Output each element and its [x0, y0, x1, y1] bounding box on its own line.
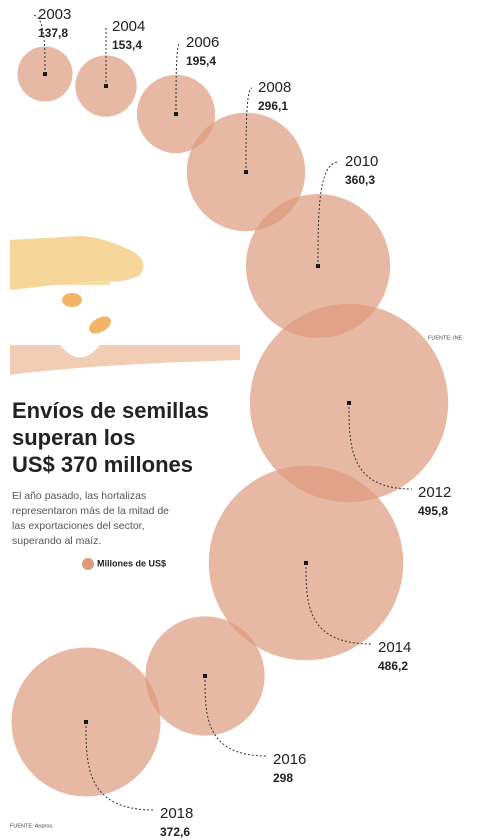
- source: FUENTE: INE.: [428, 335, 464, 341]
- year-label: 2004: [112, 18, 145, 35]
- connector: [85, 721, 155, 811]
- connector: [317, 161, 340, 267]
- year-label: 2014: [378, 639, 411, 656]
- legend-label: Millones de US$: [97, 558, 166, 568]
- hand-illustration: [10, 236, 240, 375]
- value-label: 486,2: [378, 659, 408, 673]
- year-label: 2008: [258, 79, 291, 96]
- value-label: 495,8: [418, 504, 448, 518]
- year-label: 2012: [418, 484, 451, 501]
- connector: [31, 14, 46, 75]
- year-label: 2016: [273, 751, 306, 768]
- subtitle-line: El año pasado, las hortalizas: [12, 490, 146, 502]
- subtitle-line: representaron más de la mitad de: [12, 505, 169, 517]
- year-label: 2010: [345, 153, 378, 170]
- value-label: 360,3: [345, 173, 375, 187]
- value-label: 372,6: [160, 825, 190, 839]
- value-label: 137,8: [38, 26, 68, 40]
- value-label: 296,1: [258, 99, 288, 113]
- connector: [175, 42, 181, 115]
- year-label: 2018: [160, 805, 193, 822]
- year-label: 2003: [38, 6, 71, 23]
- title-line: Envíos de semillas: [12, 398, 209, 423]
- connector: [245, 87, 253, 173]
- connector: [348, 402, 413, 490]
- subtitle-line: superando al maíz.: [12, 535, 101, 547]
- connector: [204, 675, 268, 757]
- title-line: US$ 370 millones: [12, 452, 193, 477]
- value-label: 298: [273, 771, 293, 785]
- value-label: 153,4: [112, 38, 142, 52]
- value-label: 195,4: [186, 54, 216, 68]
- legend-swatch: [82, 558, 94, 570]
- connector: [305, 562, 373, 645]
- title-line: superan los: [12, 425, 135, 450]
- year-label: 2006: [186, 34, 219, 51]
- source: FUENTE: Anpros.: [10, 823, 54, 829]
- subtitle-line: las exportaciones del sector,: [12, 520, 145, 532]
